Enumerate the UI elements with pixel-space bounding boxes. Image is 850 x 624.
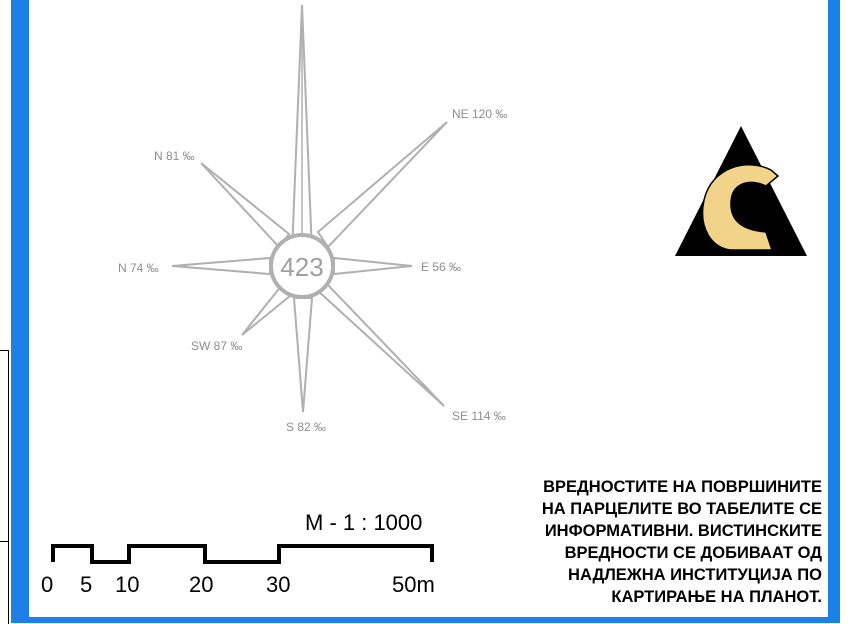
left-frame-border xyxy=(11,0,29,623)
bottom-frame-border xyxy=(29,617,828,623)
scale-tick-50m: 50m xyxy=(392,572,435,597)
note-line: ИНФОРМАТИВНИ. ВИСТИНСКИТЕ xyxy=(544,522,822,540)
left-frame xyxy=(0,0,40,624)
wind-rose-arm-nw xyxy=(200,162,291,249)
wind-label-sw: SW 87 ‰ xyxy=(191,339,242,353)
legend-table-edge xyxy=(0,350,9,624)
wind-rose-center-value: 423 xyxy=(280,252,323,282)
wind-rose-center-circle xyxy=(269,233,335,299)
scale-tick-10: 10 xyxy=(115,572,139,597)
scale-ratio: M - 1 : 1000 xyxy=(305,510,422,535)
right-frame-border xyxy=(828,0,840,623)
wind-label-south: S 82 ‰ xyxy=(286,420,326,434)
wind-rose-arm-se xyxy=(315,282,445,407)
wind-rose-arm-ne xyxy=(316,121,448,249)
disclaimer-note: ВРЕДНОСТИТЕ НА ПОВРШИНИТЕ НА ПАРЦЕЛИТЕ В… xyxy=(470,476,822,608)
note-line: НАДЛЕЖНА ИНСТИТУЦИЈА ПО xyxy=(568,566,822,584)
scale-tick-30: 30 xyxy=(266,572,290,597)
wind-label-se: SE 114 ‰ xyxy=(452,409,506,423)
wind-rose-arm-south xyxy=(292,297,314,413)
scale-bar: M - 1 : 1000 0 5 10 20 30 50m xyxy=(41,510,435,597)
note-line: КАРТИРАЊЕ НА ПЛАНОТ. xyxy=(611,588,822,606)
wind-label-east: E 56 ‰ xyxy=(421,260,461,274)
ac-triangle-logo-icon xyxy=(675,126,807,256)
note-line: ВРЕДНОСТИ СЕ ДОБИВААТ ОД xyxy=(564,544,822,562)
wind-label-west: N 74 ‰ xyxy=(118,261,159,275)
scale-tick-5: 5 xyxy=(80,572,92,597)
wind-label-nw: N 81 ‰ xyxy=(154,149,195,163)
wind-rose: 423 N 81 ‰ NE 120 ‰ E 56 ‰ SE 114 ‰ S 82… xyxy=(118,4,507,434)
wind-rose-arm-west xyxy=(171,256,271,276)
scale-tick-0: 0 xyxy=(41,572,53,597)
note-line: ВРЕДНОСТИТЕ НА ПОВРШИНИТЕ xyxy=(543,478,822,496)
wind-label-ne: NE 120 ‰ xyxy=(452,107,507,121)
scale-tick-20: 20 xyxy=(189,572,213,597)
note-line: НА ПАРЦЕЛИТЕ ВО ТАБЕЛИТЕ СЕ xyxy=(541,500,822,518)
wind-rose-arm-east xyxy=(333,256,413,276)
